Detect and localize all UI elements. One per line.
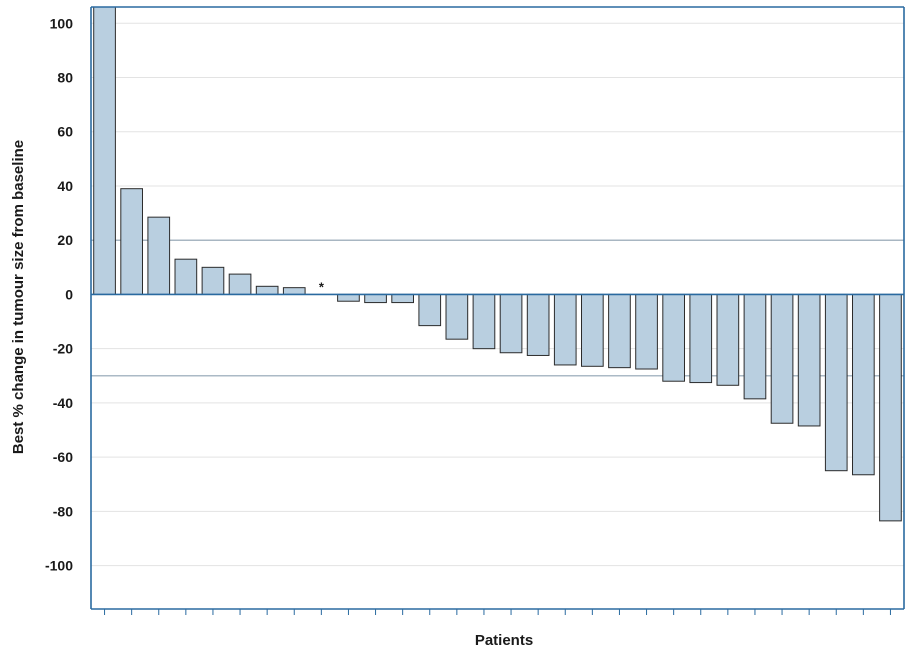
bars <box>93 6 902 522</box>
bar <box>879 293 902 522</box>
bar-annotation: * <box>319 279 325 294</box>
y-tick-label: 20 <box>57 232 73 248</box>
bar <box>662 293 685 382</box>
bar <box>743 293 767 400</box>
y-tick-label: -100 <box>45 558 73 574</box>
y-tick-labels: 100 80 60 40 20 0 -20 -40 -60 -80 -100 <box>45 15 73 573</box>
bar <box>255 285 279 295</box>
bar <box>553 293 577 366</box>
bar <box>174 258 198 295</box>
bar <box>526 293 550 356</box>
bar <box>797 293 821 427</box>
bar <box>608 293 631 369</box>
y-tick-label: 80 <box>57 70 73 86</box>
y-tick-label: -60 <box>53 449 73 465</box>
y-tick-label: 0 <box>65 286 73 302</box>
y-tick-label: 40 <box>57 178 73 194</box>
annotations: * <box>319 279 325 294</box>
axes <box>90 6 905 610</box>
y-tick-label: -40 <box>53 395 73 411</box>
bar <box>852 293 875 476</box>
bar <box>201 266 225 295</box>
y-tick-label: -80 <box>53 503 73 519</box>
bar <box>120 188 143 295</box>
bar <box>147 216 171 295</box>
y-axis-title: Best % change in tumour size from baseli… <box>10 140 27 454</box>
bar <box>499 293 523 354</box>
bar <box>689 293 713 384</box>
x-ticks <box>104 609 891 615</box>
bar <box>391 293 414 304</box>
bar <box>770 293 794 424</box>
y-tick-label: 60 <box>57 124 73 140</box>
bar <box>445 293 469 340</box>
y-tick-label: 100 <box>50 15 74 31</box>
bar <box>228 273 252 295</box>
reference-lines <box>91 239 904 377</box>
x-axis-title: Patients <box>475 632 533 649</box>
bar <box>418 293 442 327</box>
bar <box>282 287 306 295</box>
bar <box>716 293 740 386</box>
bar <box>93 6 116 295</box>
bar <box>635 293 658 370</box>
bar <box>581 293 604 367</box>
bar <box>824 293 848 472</box>
y-tick-label: -20 <box>53 341 73 357</box>
bar <box>337 293 360 302</box>
bar <box>472 293 496 350</box>
bar <box>364 293 387 304</box>
